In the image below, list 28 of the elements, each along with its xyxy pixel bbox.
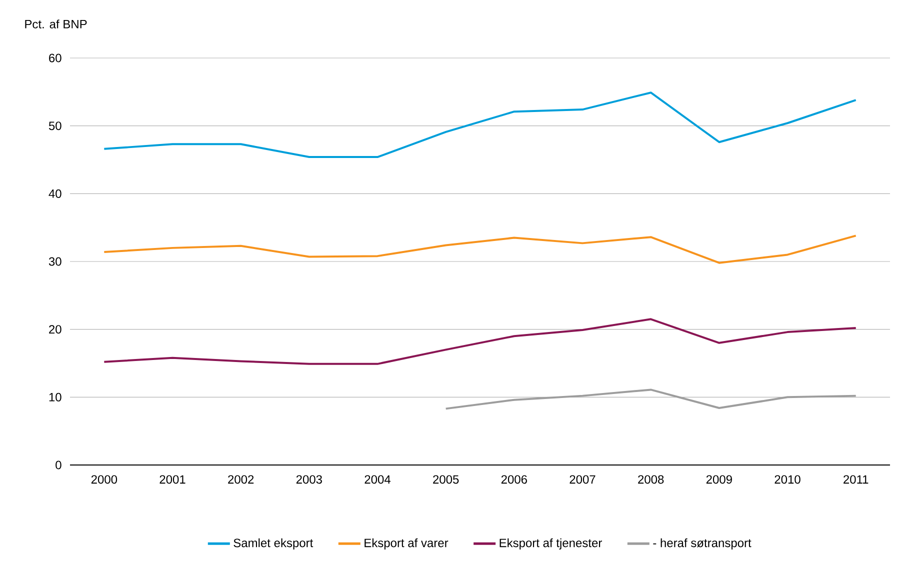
y-tick-label: 10 bbox=[49, 392, 62, 402]
x-tick-label: 2008 bbox=[638, 475, 664, 484]
x-tick-label: 2009 bbox=[706, 475, 732, 484]
y-tick-label: 30 bbox=[48, 257, 62, 266]
x-tick-label: 2005 bbox=[433, 475, 459, 484]
x-tick-label: 2010 bbox=[774, 475, 800, 484]
legend-label: Eksport af varer bbox=[364, 538, 448, 550]
y-tick-label: 60 bbox=[49, 54, 62, 62]
x-tick-label: 2004 bbox=[364, 475, 390, 484]
x-tick-label: 2007 bbox=[570, 475, 596, 484]
legend-label: Eksport af tjenester bbox=[500, 538, 602, 550]
line-series bbox=[103, 92, 857, 158]
line-series bbox=[103, 318, 857, 365]
x-tick-label: 2001 bbox=[160, 475, 186, 484]
x-tick-label: 2011 bbox=[844, 475, 868, 484]
x-tick-label: 2003 bbox=[296, 475, 322, 484]
line-series bbox=[444, 388, 857, 410]
y-tick-label: 50 bbox=[48, 122, 62, 130]
legend-label: Samlet eksport bbox=[234, 538, 314, 550]
y-tick-label: 40 bbox=[48, 189, 62, 198]
x-tick-label: 2006 bbox=[501, 475, 527, 484]
y-tick-label: 0 bbox=[56, 460, 62, 470]
x-tick-label: 2002 bbox=[228, 475, 254, 484]
legend-label: - heraf søtransport bbox=[653, 538, 752, 550]
y-tick-label: 20 bbox=[49, 325, 62, 334]
y-axis-title: Pct. af BNP bbox=[25, 20, 87, 28]
x-tick-label: 2000 bbox=[91, 475, 118, 484]
line-series bbox=[103, 234, 857, 264]
